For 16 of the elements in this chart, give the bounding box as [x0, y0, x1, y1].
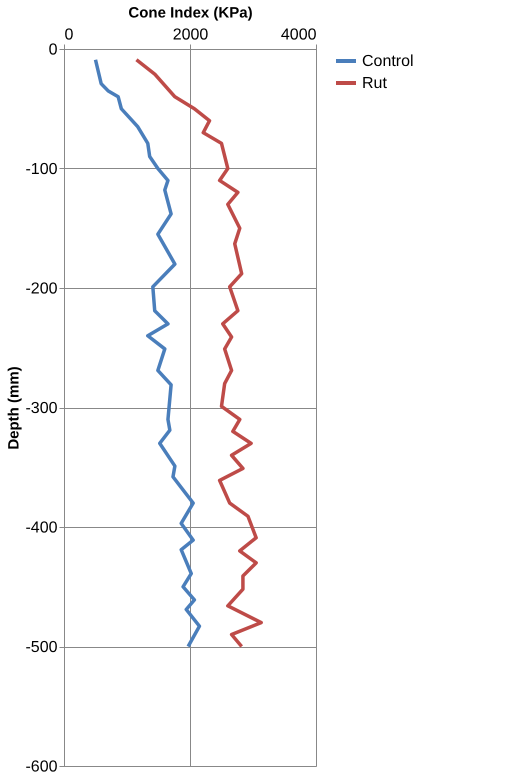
- y-tick-label: -300: [25, 400, 58, 417]
- legend-label: Control: [362, 53, 414, 70]
- x-tick-label: 4000: [280, 26, 317, 44]
- line-series: [94, 58, 202, 648]
- x-tick-label: 2000: [172, 26, 208, 44]
- y-tick-label: -600: [25, 758, 58, 776]
- legend-label: Rut: [362, 75, 388, 92]
- y-tick-label: -500: [25, 639, 58, 656]
- y-tick-label: -100: [25, 161, 58, 178]
- y-tick-label: 0: [48, 42, 58, 58]
- y-axis-title: Depth (mm): [5, 366, 22, 450]
- line-series: [134, 58, 263, 648]
- y-tick-label: -400: [25, 520, 58, 536]
- x-axis-title: Cone Index (KPa): [128, 4, 253, 22]
- y-tick-label: -200: [25, 280, 58, 298]
- x-tick-label: 0: [64, 26, 74, 44]
